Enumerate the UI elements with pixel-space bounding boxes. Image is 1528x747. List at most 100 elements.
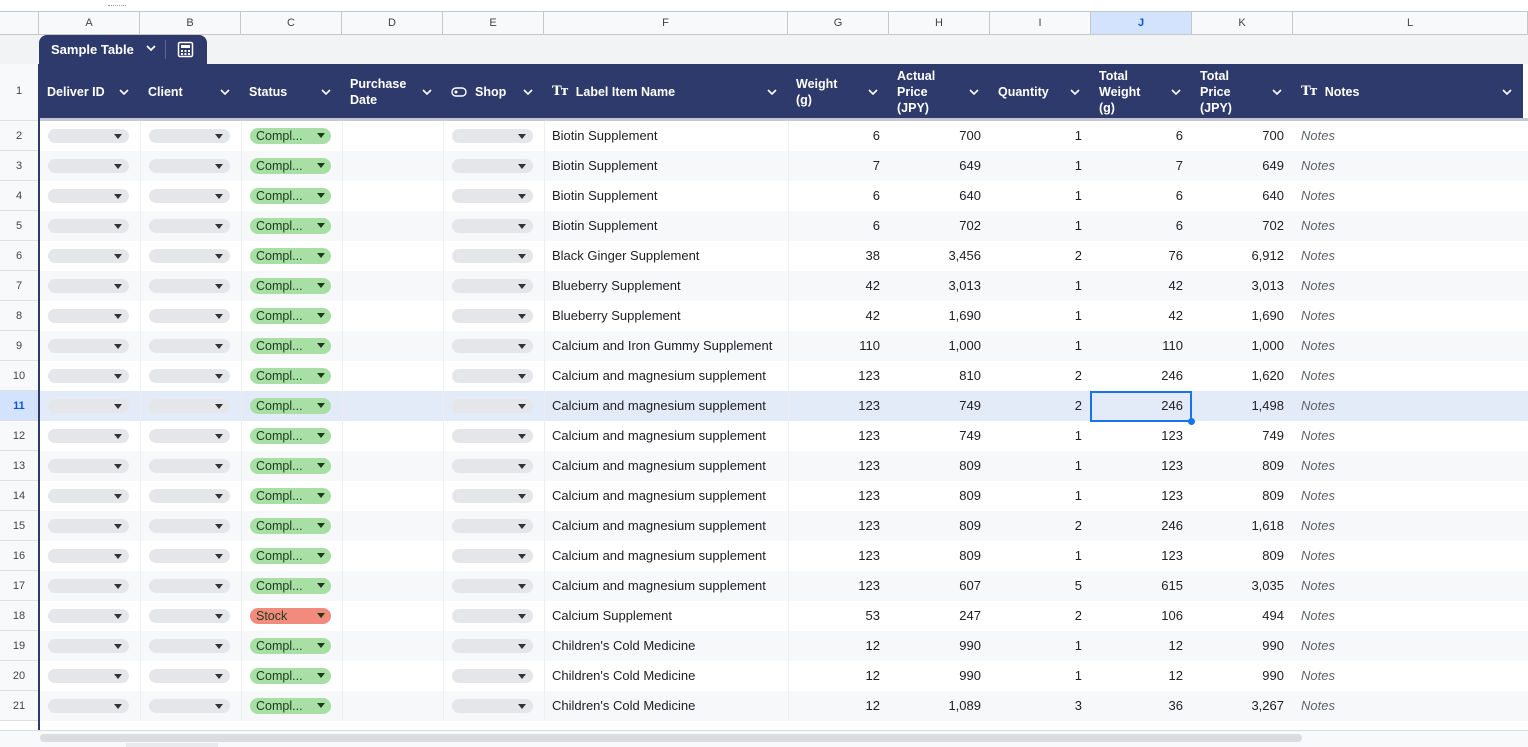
notes-cell[interactable]: Notes [1301, 428, 1335, 443]
total-price-cell[interactable]: 6,912 [1251, 248, 1284, 263]
client-dropdown[interactable] [149, 219, 230, 233]
weight-cell[interactable]: 123 [858, 458, 880, 473]
client-dropdown[interactable] [149, 489, 230, 503]
purchase-date-cell[interactable] [342, 571, 443, 601]
notes-cell[interactable]: Notes [1301, 488, 1335, 503]
actual-price-cell[interactable]: 247 [959, 608, 981, 623]
dropdown-arrow-icon[interactable] [215, 314, 223, 319]
item-name-cell[interactable]: Black Ginger Supplement [552, 248, 700, 263]
total-weight-cell[interactable]: 42 [1168, 278, 1183, 293]
shop-dropdown[interactable] [452, 609, 533, 623]
client-dropdown[interactable] [149, 669, 230, 683]
dropdown-arrow-icon[interactable] [317, 463, 325, 468]
row-number[interactable]: 2 [0, 121, 39, 151]
client-dropdown[interactable] [149, 129, 230, 143]
actual-price-cell[interactable]: 809 [959, 548, 981, 563]
weight-cell[interactable]: 42 [865, 278, 880, 293]
dropdown-arrow-icon[interactable] [215, 224, 223, 229]
dropdown-arrow-icon[interactable] [518, 554, 526, 559]
dropdown-arrow-icon[interactable] [215, 284, 223, 289]
weight-cell[interactable]: 123 [858, 488, 880, 503]
client-dropdown[interactable] [149, 459, 230, 473]
dropdown-arrow-icon[interactable] [215, 344, 223, 349]
dropdown-arrow-icon[interactable] [114, 464, 122, 469]
total-price-cell[interactable]: 640 [1262, 188, 1284, 203]
deliver-id-dropdown[interactable] [48, 219, 129, 233]
shop-dropdown[interactable] [452, 189, 533, 203]
shop-dropdown[interactable] [452, 219, 533, 233]
dropdown-arrow-icon[interactable] [215, 494, 223, 499]
total-price-cell[interactable]: 702 [1262, 218, 1284, 233]
deliver-id-dropdown[interactable] [48, 339, 129, 353]
actual-price-cell[interactable]: 990 [959, 638, 981, 653]
deliver-id-dropdown[interactable] [48, 609, 129, 623]
chevron-down-icon[interactable] [421, 86, 433, 98]
weight-cell[interactable]: 123 [858, 368, 880, 383]
item-name-cell[interactable]: Blueberry Supplement [552, 278, 681, 293]
notes-cell[interactable]: Notes [1301, 578, 1335, 593]
shop-dropdown[interactable] [452, 399, 533, 413]
total-weight-cell[interactable]: 6 [1175, 188, 1183, 203]
total-weight-cell[interactable]: 76 [1168, 248, 1183, 263]
item-name-cell[interactable]: Blueberry Supplement [552, 308, 681, 323]
shop-dropdown[interactable] [452, 489, 533, 503]
total-price-cell[interactable]: 3,013 [1251, 278, 1284, 293]
notes-cell[interactable]: Notes [1301, 248, 1335, 263]
notes-cell[interactable]: Notes [1301, 548, 1335, 563]
total-price-cell[interactable]: 3,267 [1251, 698, 1284, 713]
row-number[interactable]: 14 [0, 481, 39, 511]
purchase-date-cell[interactable] [342, 421, 443, 451]
chevron-down-icon[interactable] [320, 86, 332, 98]
notes-cell[interactable]: Notes [1301, 158, 1335, 173]
status-chip[interactable]: Compl... [250, 548, 331, 564]
total-price-cell[interactable]: 700 [1262, 128, 1284, 143]
column-letter-a[interactable]: A [39, 12, 140, 34]
dropdown-arrow-icon[interactable] [518, 194, 526, 199]
notes-cell[interactable]: Notes [1301, 368, 1335, 383]
notes-cell[interactable]: Notes [1301, 128, 1335, 143]
column-letter-l[interactable]: L [1293, 12, 1528, 34]
dropdown-arrow-icon[interactable] [215, 674, 223, 679]
column-header-h[interactable]: Actual Price (JPY) [889, 64, 990, 119]
dropdown-arrow-icon[interactable] [317, 523, 325, 528]
weight-cell[interactable]: 6 [872, 188, 880, 203]
dropdown-arrow-icon[interactable] [518, 524, 526, 529]
status-chip[interactable]: Compl... [250, 698, 331, 714]
dropdown-arrow-icon[interactable] [114, 434, 122, 439]
dropdown-arrow-icon[interactable] [114, 524, 122, 529]
actual-price-cell[interactable]: 700 [959, 128, 981, 143]
deliver-id-dropdown[interactable] [48, 129, 129, 143]
purchase-date-cell[interactable] [342, 211, 443, 241]
row-number[interactable]: 18 [0, 601, 39, 631]
deliver-id-dropdown[interactable] [48, 369, 129, 383]
dropdown-arrow-icon[interactable] [114, 584, 122, 589]
shop-dropdown[interactable] [452, 249, 533, 263]
table-name[interactable]: Sample Table [51, 42, 134, 57]
notes-cell[interactable]: Notes [1301, 218, 1335, 233]
quantity-cell[interactable]: 1 [1074, 128, 1082, 143]
weight-cell[interactable]: 6 [872, 128, 880, 143]
column-header-g[interactable]: Weight (g) [788, 64, 889, 119]
dropdown-arrow-icon[interactable] [114, 344, 122, 349]
row-number[interactable]: 3 [0, 151, 39, 181]
client-dropdown[interactable] [149, 609, 230, 623]
dropdown-arrow-icon[interactable] [215, 194, 223, 199]
dropdown-arrow-icon[interactable] [518, 674, 526, 679]
dropdown-arrow-icon[interactable] [518, 614, 526, 619]
dropdown-arrow-icon[interactable] [317, 253, 325, 258]
column-letter-d[interactable]: D [342, 12, 443, 34]
deliver-id-dropdown[interactable] [48, 159, 129, 173]
notes-cell[interactable]: Notes [1301, 638, 1335, 653]
purchase-date-cell[interactable] [342, 391, 443, 421]
total-weight-cell[interactable]: 123 [1161, 428, 1183, 443]
dropdown-arrow-icon[interactable] [317, 193, 325, 198]
dropdown-arrow-icon[interactable] [317, 643, 325, 648]
column-letter-j[interactable]: J [1091, 12, 1192, 34]
actual-price-cell[interactable]: 3,013 [948, 278, 981, 293]
column-header-d[interactable]: Purchase Date [342, 64, 443, 119]
status-chip[interactable]: Compl... [250, 578, 331, 594]
total-price-cell[interactable]: 649 [1262, 158, 1284, 173]
shop-dropdown[interactable] [452, 549, 533, 563]
row-number[interactable]: 21 [0, 691, 39, 721]
actual-price-cell[interactable]: 3,456 [948, 248, 981, 263]
